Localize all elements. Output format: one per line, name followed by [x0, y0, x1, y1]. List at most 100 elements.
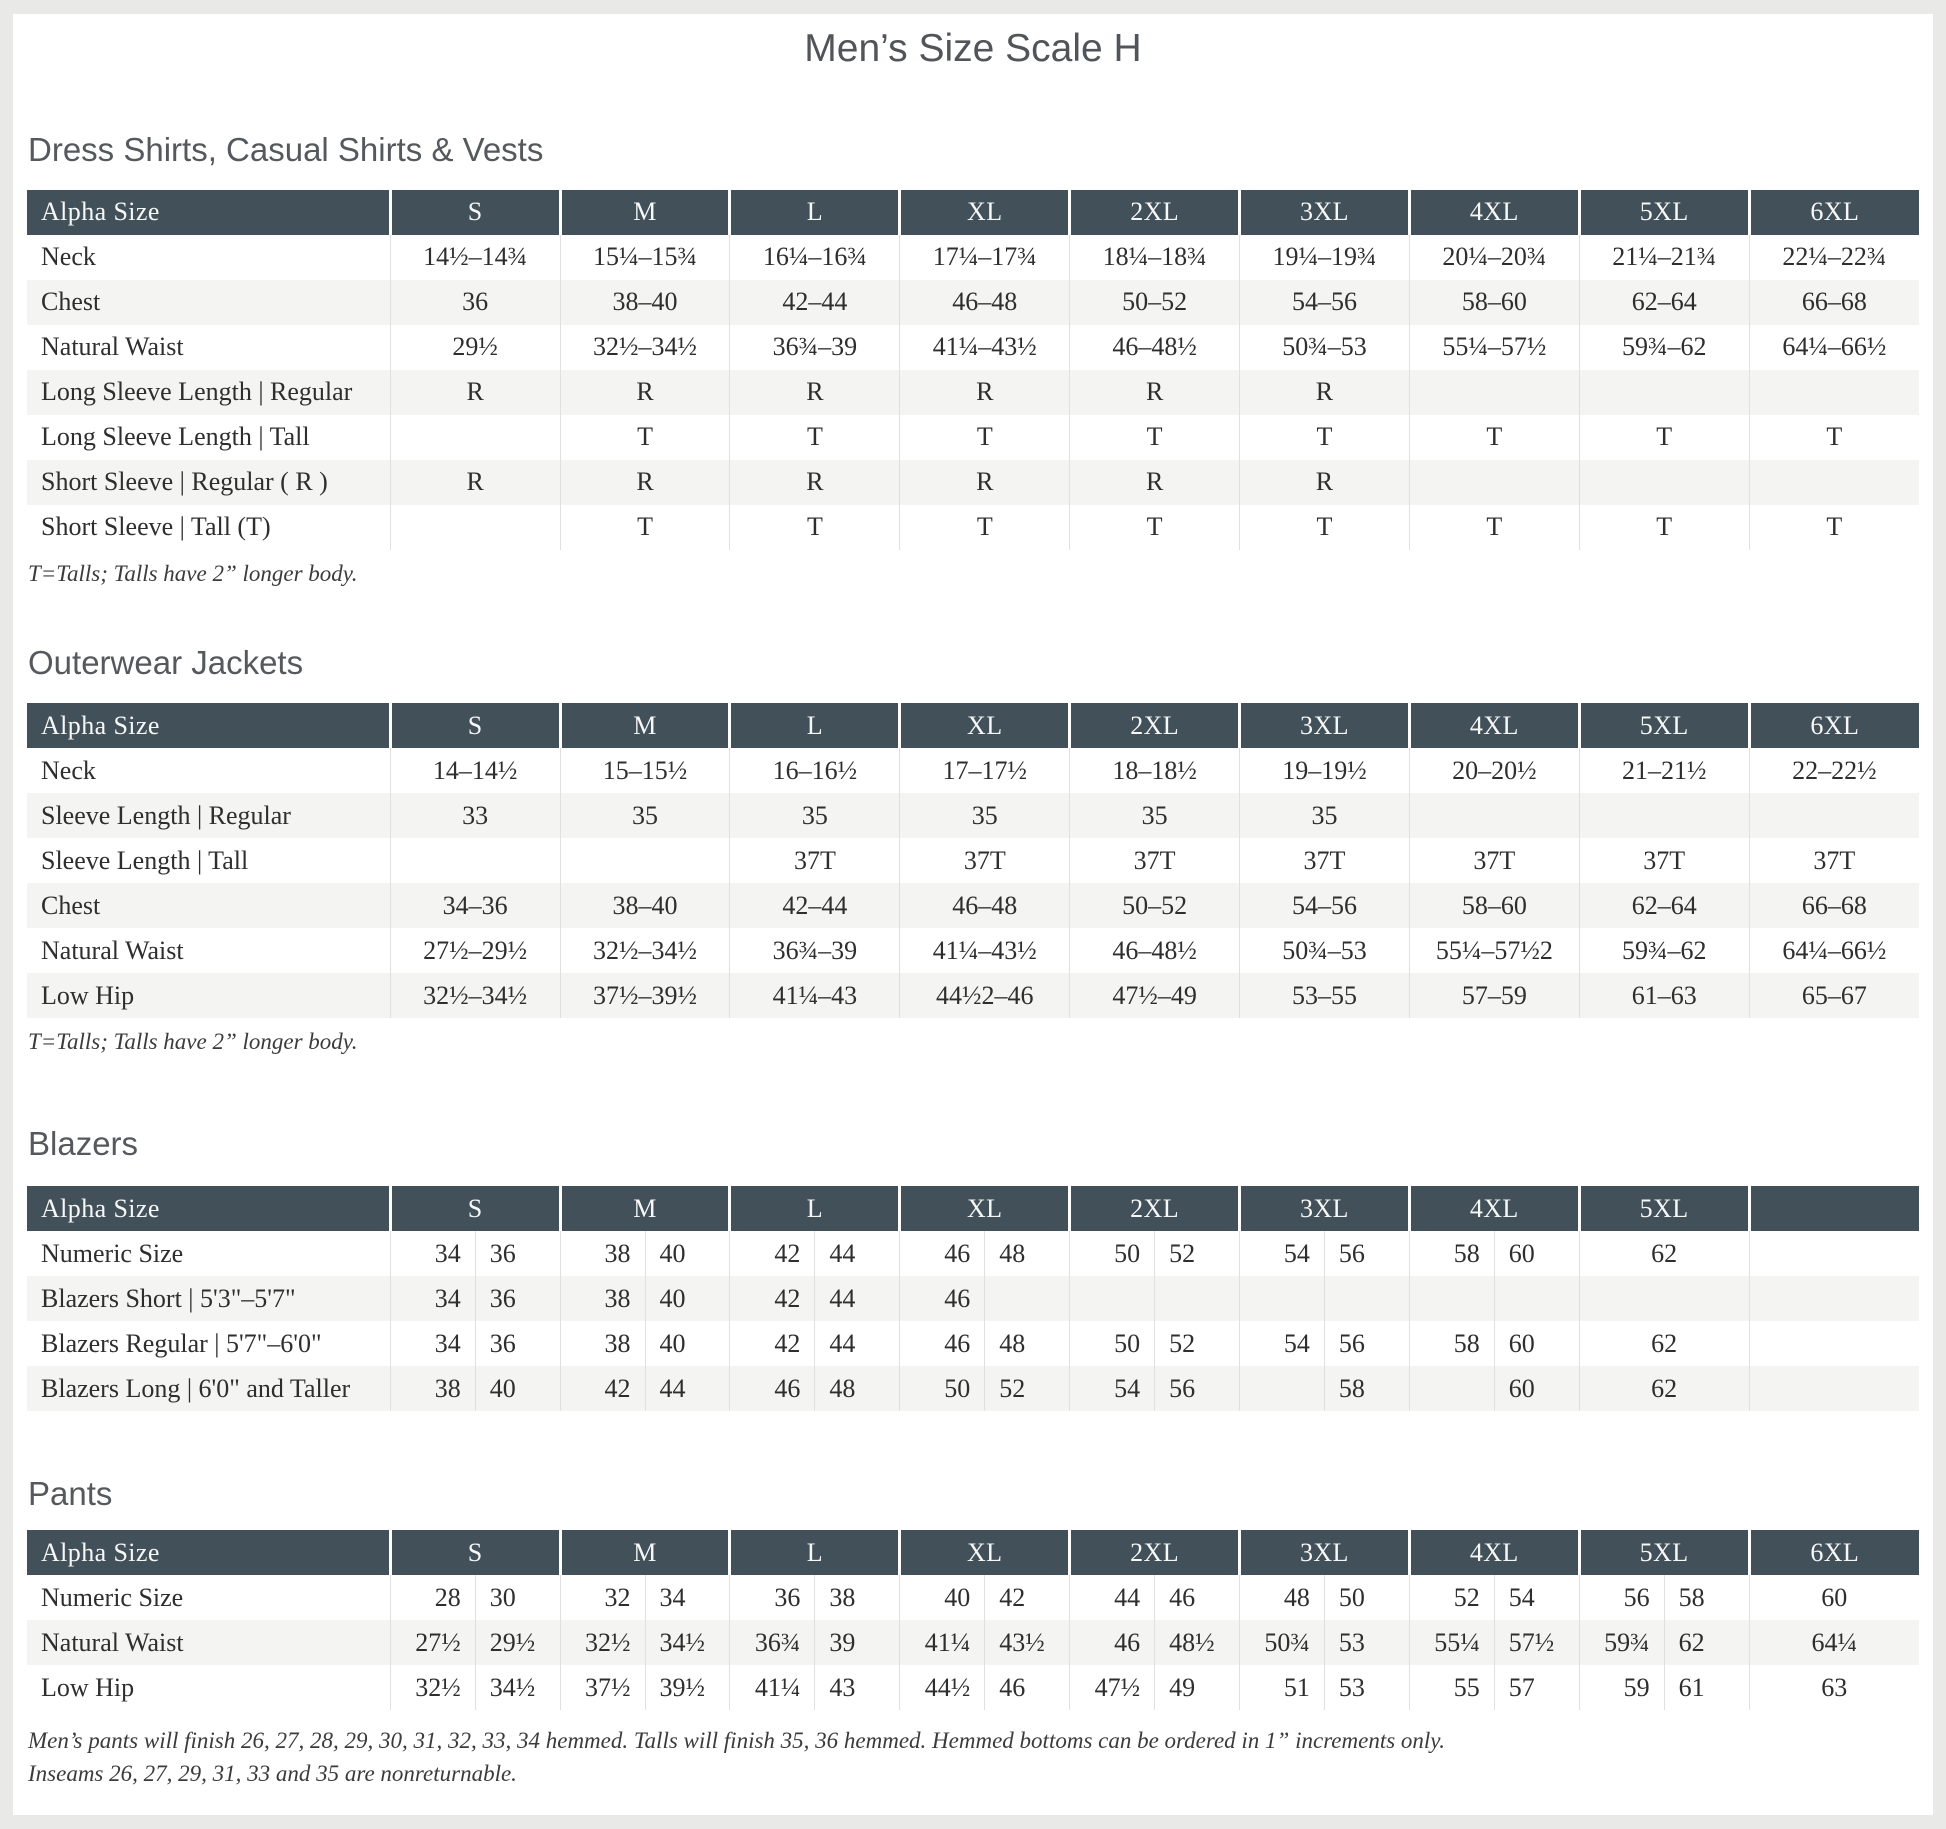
- value-cell: R: [1239, 459, 1410, 505]
- table-row: Long Sleeve Length | Regular R R R R R R: [27, 369, 1919, 415]
- table-row: Sleeve Length | Regular 33 35 35 35 35 35: [27, 793, 1919, 839]
- row-label: Natural Waist: [27, 1620, 391, 1666]
- value-cell: 46–48½: [1069, 928, 1241, 974]
- row-label: Sleeve Length | Tall: [27, 838, 391, 884]
- value-cell: 40: [899, 1575, 986, 1621]
- value-cell: 57: [1494, 1665, 1580, 1711]
- header-row: Alpha Size S M L XL 2XL 3XL 4XL 5XL: [27, 1186, 1919, 1232]
- column-header: 4XL: [1409, 1186, 1581, 1232]
- value-cell: 52: [984, 1366, 1071, 1412]
- value-cell: T: [1409, 414, 1580, 460]
- value-cell: 18–18½: [1069, 748, 1241, 794]
- size-table: Alpha Size S M L XL 2XL 3XL 4XL 5XL 6XL Neck 14–14½…: [27, 703, 1919, 1019]
- value-cell: 38–40: [560, 883, 731, 929]
- row-label: Long Sleeve Length | Tall: [27, 414, 391, 460]
- value-cell: 38: [814, 1575, 901, 1621]
- column-header: M: [560, 703, 732, 749]
- value-cell: 62–64: [1579, 883, 1750, 929]
- value-cell: 48: [1239, 1575, 1325, 1621]
- row-label: Low Hip: [27, 973, 391, 1019]
- value-cell: 63: [1821, 1672, 1848, 1702]
- value-cell: R: [390, 369, 561, 415]
- value-cell: 55: [1409, 1665, 1495, 1711]
- value-cell: 14–14½: [390, 748, 561, 794]
- column-header: M: [560, 189, 732, 235]
- table-row: Natural Waist 27½ 29½ 32½ 34½ 36¾ 39 41¼ 43½ 46 48…: [27, 1620, 1919, 1666]
- value-cell: 54–56: [1239, 883, 1410, 929]
- value-cell: 41¼–43½: [899, 928, 1071, 974]
- value-cell: [390, 838, 561, 884]
- value-cell: R: [1069, 369, 1241, 415]
- value-cell: 42–44: [729, 883, 901, 929]
- column-header: 5XL: [1579, 189, 1751, 235]
- column-header: L: [729, 1186, 902, 1232]
- row-label: Blazers Long | 6'0" and Taller: [27, 1366, 391, 1412]
- value-cell: 40: [645, 1276, 731, 1322]
- table-row: Chest 36 38–40 42–44 46–48 50–52 54–56 58–60 62–…: [27, 279, 1919, 325]
- value-cell: 41¼: [899, 1620, 986, 1666]
- value-cell: [1494, 1276, 1580, 1322]
- value-cell: 51: [1239, 1665, 1325, 1711]
- column-header: S: [390, 1530, 562, 1576]
- value-cell: R: [729, 369, 901, 415]
- value-cell: 20¼–20¾: [1409, 234, 1580, 280]
- table-row: Natural Waist 29½ 32½–34½ 36¾–39 41¼–43½ 46–4…: [27, 324, 1919, 370]
- value-cell: 37T: [1813, 845, 1856, 875]
- value-cell: 42: [560, 1366, 646, 1412]
- value-cell: 22–22½: [1792, 755, 1877, 785]
- row-label: Long Sleeve Length | Regular: [27, 369, 391, 415]
- value-cell: 32½: [560, 1620, 646, 1666]
- column-header: 3XL: [1239, 189, 1411, 235]
- value-cell: 59¾–62: [1579, 928, 1750, 974]
- column-header: Alpha Size: [27, 703, 392, 749]
- value-cell: 58–60: [1409, 279, 1580, 325]
- value-cell: 50–52: [1069, 279, 1241, 325]
- value-cell: [984, 1276, 1071, 1322]
- value-cell: 64¼–66½: [1782, 332, 1887, 362]
- value-cell: [1409, 1366, 1495, 1412]
- value-cell: T: [560, 414, 731, 460]
- row-label: Chest: [27, 279, 391, 325]
- value-cell: 44½: [899, 1665, 986, 1711]
- column-header: 6XL: [1749, 1530, 1919, 1576]
- row-label: Neck: [27, 748, 391, 794]
- table-row: Long Sleeve Length | Tall T T T T T T T T: [27, 414, 1919, 460]
- value-cell: 39½: [645, 1665, 731, 1711]
- row-label: Chest: [27, 883, 391, 929]
- value-cell: 37T: [1239, 838, 1410, 884]
- size-table: Alpha Size S M L XL 2XL 3XL 4XL 5XL Numeric Size 3…: [27, 1186, 1919, 1412]
- column-header: XL: [899, 189, 1072, 235]
- value-cell: 32½–34½: [390, 973, 561, 1019]
- value-cell: 35: [1069, 793, 1241, 839]
- value-cell: 34–36: [390, 883, 561, 929]
- value-cell: [1409, 1276, 1495, 1322]
- value-cell: 44: [645, 1366, 731, 1412]
- value-cell: [1409, 459, 1580, 505]
- value-cell: 62: [1579, 1366, 1750, 1412]
- value-cell: 60: [1494, 1231, 1580, 1277]
- column-header: L: [729, 1530, 902, 1576]
- value-cell: T: [1409, 504, 1580, 550]
- table-row: Short Sleeve | Tall (T) T T T T T T T T: [27, 504, 1919, 550]
- value-cell: 16–16½: [729, 748, 901, 794]
- value-cell: 42: [984, 1575, 1071, 1621]
- value-cell: 34½: [475, 1665, 561, 1711]
- value-cell: 61: [1664, 1665, 1750, 1711]
- value-cell: 66–68: [1801, 890, 1867, 920]
- value-cell: [1324, 1276, 1410, 1322]
- column-header: 2XL: [1069, 1186, 1241, 1232]
- row-label: Short Sleeve | Regular ( R ): [27, 459, 391, 505]
- value-cell: 38–40: [560, 279, 731, 325]
- value-cell: 29½: [390, 324, 561, 370]
- value-cell: 50¾: [1239, 1620, 1325, 1666]
- value-cell: [390, 504, 561, 550]
- table-row: Numeric Size 34 36 38 40 42 44 46 48 50 52 54 56 58 60…: [27, 1231, 1919, 1277]
- value-cell: 44: [1069, 1575, 1156, 1621]
- table-row: Numeric Size 28 30 32 34 36 38 40 42 44 46 48 50 52 54…: [27, 1575, 1919, 1621]
- value-cell: 46: [899, 1276, 986, 1322]
- value-cell: 21–21½: [1579, 748, 1750, 794]
- column-header: 5XL: [1579, 1186, 1751, 1232]
- value-cell: [1239, 1276, 1325, 1322]
- value-cell: T: [729, 504, 901, 550]
